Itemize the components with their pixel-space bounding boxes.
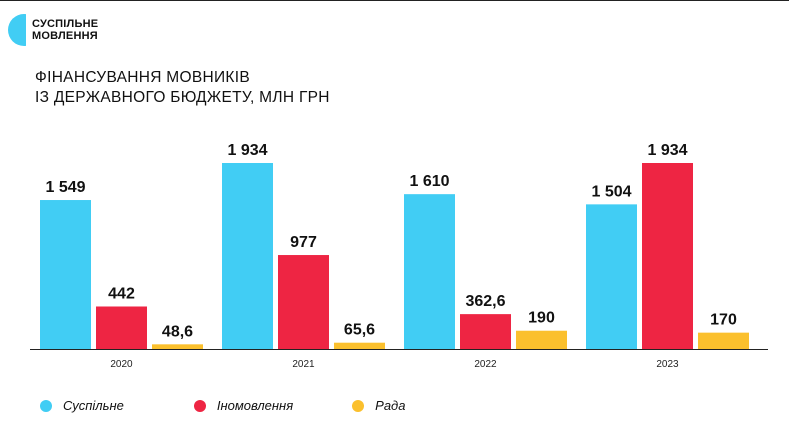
- legend-label: Іномовлення: [216, 398, 294, 413]
- x-tick-label-2023: 2023: [656, 359, 679, 370]
- bar-2022-2: [516, 330, 567, 349]
- data-label-2023-1: 1 934: [647, 142, 687, 159]
- x-tick-label-2020: 2020: [110, 359, 133, 370]
- legend-dot-icon: [193, 399, 206, 412]
- data-label-2020-1: 442: [108, 285, 135, 302]
- x-tick-label-2021: 2021: [292, 359, 315, 370]
- bar-2021-1: [278, 255, 329, 349]
- brand-logo: СУСПІЛЬНЕ МОВЛЕННЯ: [8, 14, 98, 46]
- data-label-2022-2: 190: [528, 310, 555, 327]
- legend-item-0: Суспільне: [40, 398, 124, 413]
- bar-2023-1: [642, 163, 693, 349]
- top-rule: [0, 0, 789, 1]
- legend-dot-icon: [352, 399, 365, 412]
- half-circle-logo-icon: [8, 14, 26, 46]
- bar-2023-2: [698, 332, 749, 349]
- data-label-2021-1: 977: [290, 234, 317, 251]
- chart-title-line2: ІЗ ДЕРЖАВНОГО БЮДЖЕТУ, МЛН ГРН: [35, 89, 330, 106]
- legend-item-2: Рада: [352, 398, 405, 413]
- chart-title-line1: ФІНАНСУВАННЯ МОВНИКІВ: [35, 69, 251, 86]
- brand-name-line2: МОВЛЕННЯ: [32, 30, 98, 42]
- legend-item-1: Іномовлення: [193, 398, 294, 413]
- bar-2020-1: [96, 306, 147, 349]
- bar-2020-0: [40, 200, 91, 349]
- bar-2022-0: [404, 194, 455, 349]
- chart-title: ФІНАНСУВАННЯ МОВНИКІВ ІЗ ДЕРЖАВНОГО БЮДЖ…: [35, 68, 330, 108]
- data-label-2020-0: 1 549: [45, 179, 85, 196]
- legend-dot-icon: [40, 399, 52, 412]
- x-tick-label-2022: 2022: [474, 359, 497, 370]
- brand-name: СУСПІЛЬНЕ МОВЛЕННЯ: [32, 18, 98, 42]
- legend-label: Рада: [375, 398, 406, 413]
- bar-2021-2: [334, 342, 385, 349]
- bar-2022-1: [460, 314, 511, 349]
- bar-2023-0: [586, 204, 637, 349]
- data-label-2021-0: 1 934: [227, 142, 267, 159]
- data-label-2020-2: 48,6: [162, 323, 193, 340]
- legend-label: Суспільне: [63, 398, 124, 413]
- data-label-2022-0: 1 610: [409, 173, 449, 190]
- brand-name-line1: СУСПІЛЬНЕ: [32, 18, 99, 30]
- bar-2020-2: [152, 344, 203, 349]
- bar-2021-0: [222, 163, 273, 349]
- data-label-2023-2: 170: [710, 312, 737, 329]
- data-label-2021-2: 65,6: [344, 322, 375, 339]
- data-label-2023-0: 1 504: [591, 183, 631, 200]
- data-label-2022-1: 362,6: [465, 293, 505, 310]
- chart-legend: Суспільне Іномовлення Рада: [40, 398, 405, 413]
